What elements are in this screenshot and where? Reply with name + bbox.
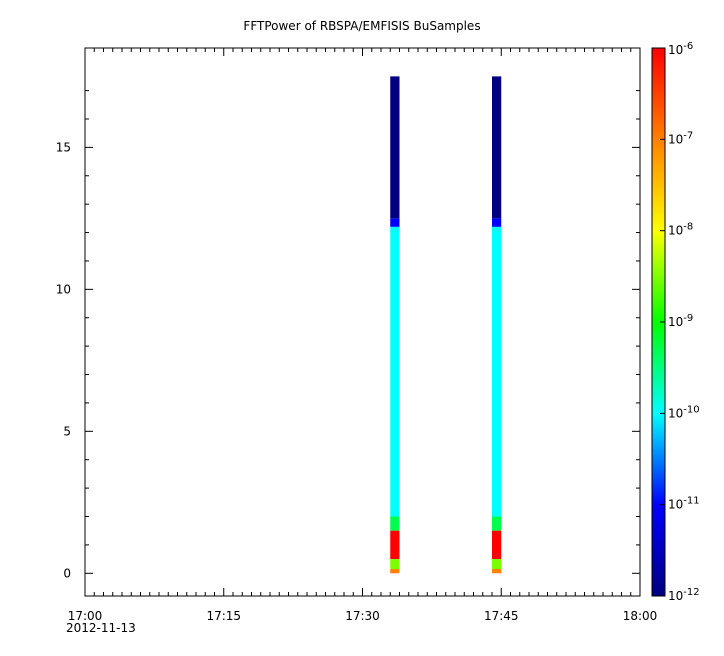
- colorbar-tick-label: 10-10: [668, 404, 700, 420]
- colorbar-tick-label: 10-6: [668, 41, 693, 57]
- spectrogram-band: [390, 76, 400, 219]
- spectrogram-column: [492, 76, 502, 574]
- colorbar-tick-label: 10-7: [668, 130, 693, 146]
- colorbar: 10-6 10-7 10-8 10-9 10-10 10-11 10-12: [651, 41, 700, 603]
- plot-area: [390, 76, 502, 574]
- colorbar-tick-label: 10-12: [668, 587, 700, 603]
- spectrogram-band: [390, 559, 400, 570]
- x-date-label: 2012-11-13: [66, 621, 136, 635]
- spectrogram-band: [492, 76, 502, 219]
- y-axis: 0 5 10 15: [56, 90, 640, 580]
- spectrogram-column: [390, 76, 400, 574]
- x-tick-label: 17:30: [345, 609, 380, 623]
- y-tick-label: 15: [56, 140, 71, 154]
- x-axis: 17:00 17:15 17:30 17:45 18:00: [68, 48, 658, 623]
- spectrogram-band: [390, 516, 400, 531]
- spectrogram-band: [492, 569, 502, 574]
- colorbar-tick-label: 10-11: [668, 496, 700, 512]
- spectrogram-band: [492, 530, 502, 560]
- x-tick-label: 17:00: [68, 609, 103, 623]
- spectrogram-band: [390, 218, 400, 227]
- y-tick-label: 0: [63, 566, 71, 580]
- y-tick-label: 5: [63, 424, 71, 438]
- chart-title: FFTPower of RBSPA/EMFISIS BuSamples: [243, 19, 480, 33]
- x-tick-label: 17:45: [484, 609, 519, 623]
- y-tick-label: 10: [56, 282, 71, 296]
- colorbar-tick-label: 10-8: [668, 222, 693, 238]
- x-tick-label: 17:15: [206, 609, 241, 623]
- spectrogram-band: [492, 516, 502, 531]
- spectrogram-band: [390, 569, 400, 574]
- spectrogram-band: [492, 218, 502, 227]
- colorbar-gradient: [652, 48, 665, 596]
- x-tick-label: 18:00: [623, 609, 658, 623]
- spectrogram-band: [492, 226, 502, 517]
- spectrogram-band: [390, 530, 400, 560]
- spectrogram-band: [492, 559, 502, 570]
- colorbar-tick-label: 10-9: [668, 313, 693, 329]
- spectrogram-band: [390, 226, 400, 517]
- plot-frame: [84, 47, 641, 597]
